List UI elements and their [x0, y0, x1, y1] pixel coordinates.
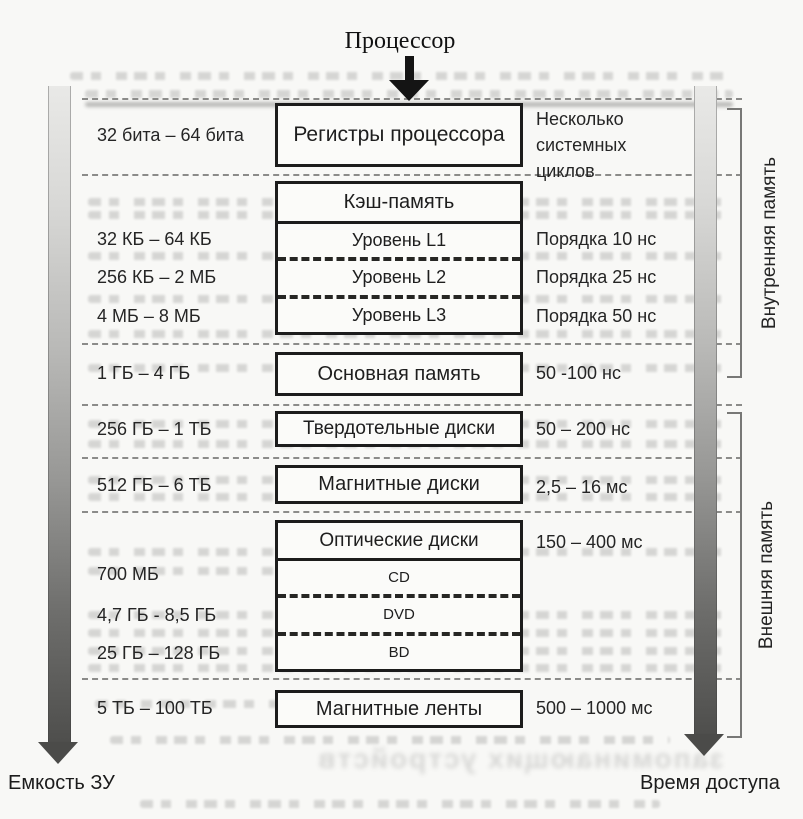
- optical-header-label: Оптические диски: [319, 529, 479, 551]
- capacity-axis-arrowhead-icon: [38, 742, 78, 764]
- memory-box-hdd: Магнитные диски: [275, 465, 523, 504]
- capacity-dvd: 4,7 ГБ - 8,5 ГБ: [97, 605, 217, 625]
- separator-line: [82, 174, 742, 176]
- access-time-cache-l2: Порядка 25 нс: [536, 267, 657, 287]
- capacity-hdd: 512 ГБ – 6 ТБ: [97, 475, 212, 495]
- cache-level-l2: Уровень L2: [278, 257, 520, 294]
- internal-memory-bracket: [727, 108, 742, 378]
- access-time-cache-l3: Порядка 50 нс: [536, 306, 657, 326]
- separator-line: [82, 511, 742, 513]
- optical-level-dvd: DVD: [278, 594, 520, 631]
- capacity-axis-label: Емкость ЗУ: [8, 772, 115, 794]
- access-time-cache-l1: Порядка 10 нс: [536, 229, 657, 249]
- processor-arrow-icon: [405, 56, 414, 82]
- access-time-axis-arrowhead-icon: [684, 734, 724, 756]
- cache-level-l3: Уровень L3: [278, 294, 520, 332]
- processor-label: Процессор: [344, 28, 456, 54]
- bleed-line: [110, 736, 670, 744]
- cache-level-l1: Уровень L1: [351, 230, 447, 251]
- capacity-axis-arrow: [48, 86, 71, 744]
- access-time-main-memory: 50 -100 нс: [536, 363, 621, 383]
- capacity-cache-l1: 32 КБ – 64 КБ: [97, 229, 212, 249]
- memory-box-tape: Магнитные ленты: [275, 690, 523, 728]
- capacity-bd: 25 ГБ – 128 ГБ: [97, 643, 221, 663]
- optical-level-cd: CD: [388, 569, 410, 587]
- memory-box-optical: Оптические диски CD DVD BD: [275, 520, 523, 672]
- memory-box-registers-label: Регистры процессора: [293, 123, 505, 146]
- bleed-heading-text: запоминающих устройств: [316, 743, 724, 774]
- memory-box-hdd-label: Магнитные диски: [318, 473, 480, 495]
- capacity-registers: 32 бита – 64 бита: [97, 125, 244, 145]
- capacity-cd: 700 МБ: [97, 564, 159, 584]
- bleed-line: [95, 700, 425, 708]
- access-time-registers: Несколько системных циклов: [536, 109, 627, 181]
- optical-level-bd: BD: [278, 631, 520, 669]
- memory-box-tape-label: Магнитные ленты: [315, 697, 483, 720]
- external-memory-label: Внешняя память: [756, 500, 777, 650]
- memory-box-main-memory: Основная память: [275, 352, 523, 396]
- separator-line: [82, 678, 742, 680]
- optical-header: Оптические диски: [278, 523, 520, 561]
- external-memory-bracket: [727, 412, 742, 738]
- capacity-ssd: 256 ГБ – 1 ТБ: [97, 419, 212, 439]
- bleed-line: [70, 72, 730, 80]
- capacity-cache-l3: 4 МБ – 8 МБ: [97, 306, 201, 326]
- access-time-tape: 500 – 1000 мс: [536, 698, 653, 718]
- memory-box-ssd: Твердотельные диски: [275, 411, 523, 447]
- access-time-hdd: 2,5 – 16 мс: [536, 477, 628, 497]
- bleed-line: [140, 800, 660, 808]
- access-time-optical: 150 – 400 мс: [536, 532, 643, 552]
- memory-box-main-memory-label: Основная память: [317, 362, 481, 385]
- capacity-tape: 5 ТБ – 100 ТБ: [97, 698, 213, 718]
- memory-box-ssd-label: Твердотельные диски: [302, 418, 496, 439]
- capacity-main-memory: 1 ГБ – 4 ГБ: [97, 363, 191, 383]
- separator-line: [82, 457, 742, 459]
- internal-memory-label: Внутренняя память: [759, 156, 780, 330]
- access-time-ssd: 50 – 200 нс: [536, 419, 631, 439]
- separator-line: [82, 343, 742, 345]
- memory-box-registers: Регистры процессора: [275, 103, 523, 167]
- separator-line: [82, 404, 742, 406]
- cache-header: Кэш-память: [278, 184, 520, 224]
- access-time-axis-arrow: [694, 86, 717, 736]
- processor-arrowhead-icon: [389, 80, 429, 101]
- capacity-cache-l2: 256 КБ – 2 МБ: [97, 267, 217, 287]
- access-time-axis-label: Время доступа: [640, 772, 780, 794]
- cache-header-label: Кэш-память: [343, 191, 455, 213]
- memory-box-cache: Кэш-память Уровень L1 Уровень L2 Уровень…: [275, 181, 523, 335]
